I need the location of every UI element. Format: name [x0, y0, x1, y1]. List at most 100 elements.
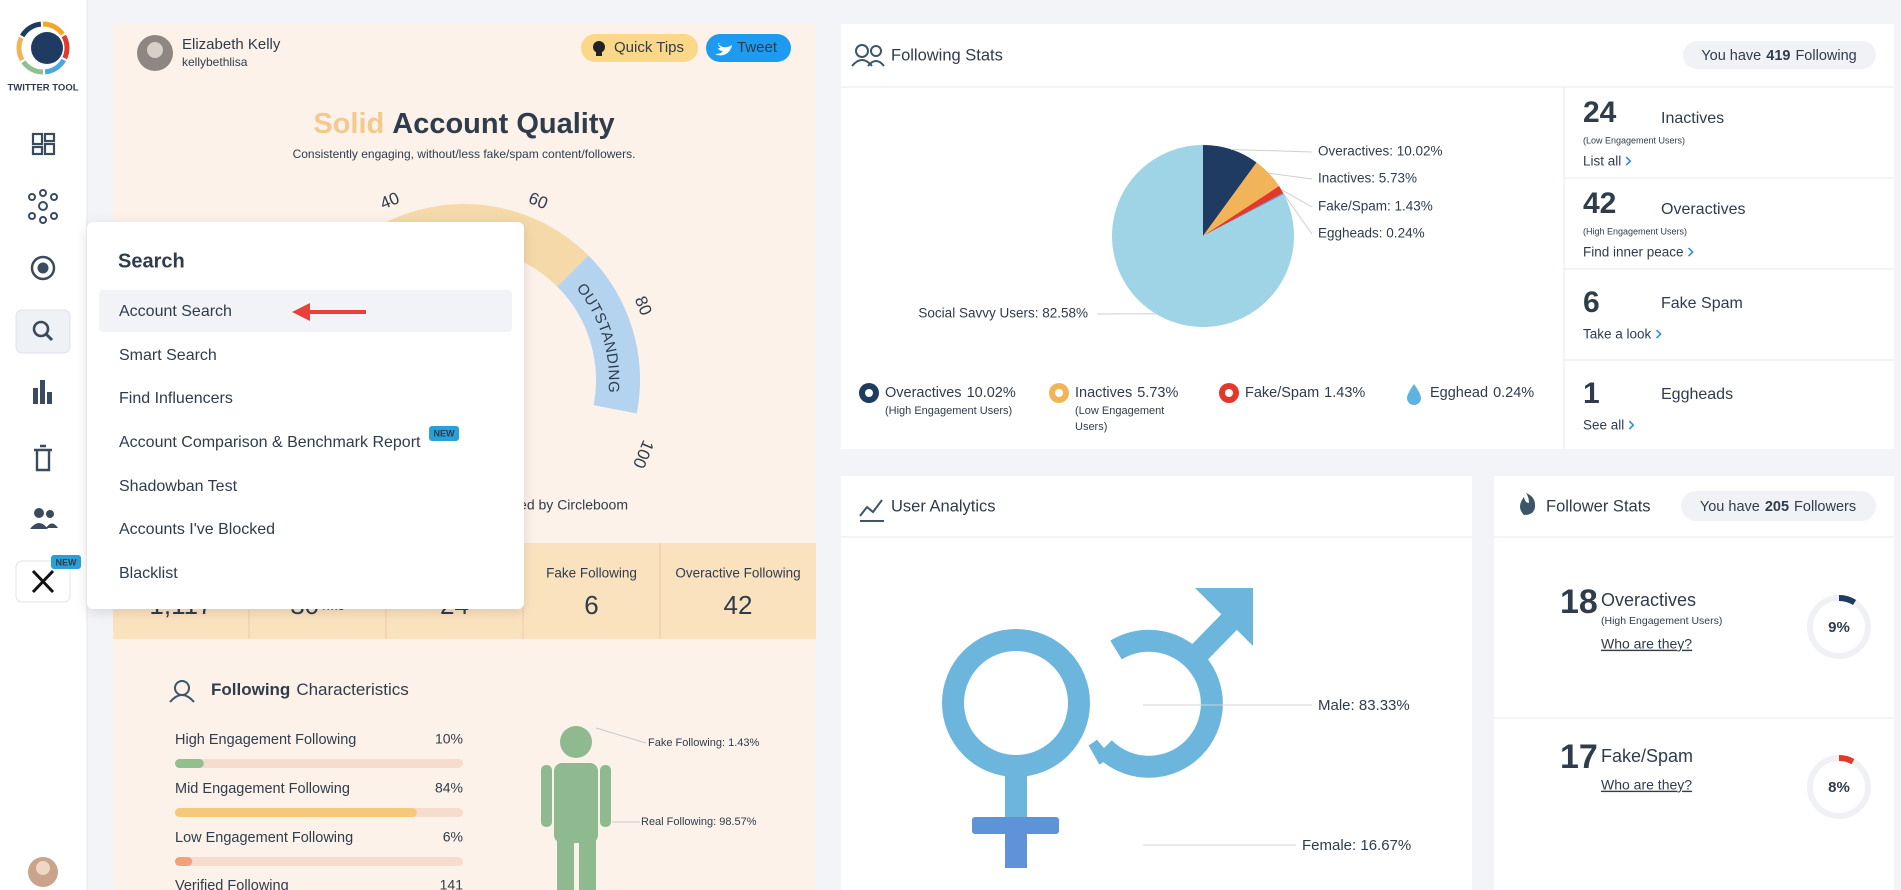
- following-pill: [1683, 41, 1876, 69]
- bulb-base: [596, 52, 602, 56]
- characteristic-bar: [175, 759, 204, 768]
- legend-icon-face: [865, 389, 873, 397]
- legend-note-line: Users): [1075, 421, 1107, 433]
- icon-network: [50, 193, 58, 201]
- characteristic-label: Verified Following: [175, 878, 289, 890]
- icon-users: [46, 510, 54, 518]
- menu-item[interactable]: Account Comparison & Benchmark Report: [119, 434, 421, 451]
- icon-trash: [34, 444, 52, 472]
- pill-count: 205: [1765, 499, 1789, 515]
- icon-analytics: [47, 392, 52, 404]
- menu-new-badge-text: NEW: [434, 428, 456, 438]
- stat-note: (High Engagement Users): [1583, 226, 1687, 236]
- pill-suffix: Following: [1795, 48, 1856, 64]
- icon-x: [31, 569, 55, 594]
- legend-entry: Fake/Spam 1.43%: [1245, 385, 1365, 401]
- icon-dashboard[interactable]: [43, 132, 56, 143]
- icon-search: [32, 320, 50, 338]
- male-label: Male: 83.33%: [1318, 697, 1410, 714]
- follower-label: Overactives: [1601, 590, 1696, 610]
- legend-name: Overactives: [885, 385, 962, 401]
- pie-label: Inactives: 5.73%: [1318, 171, 1417, 186]
- following-stats-card: [841, 24, 1894, 449]
- legend-value: 5.73%: [1137, 385, 1178, 401]
- icon-dashboard[interactable]: [31, 132, 44, 146]
- legend-note-line: (Low Engagement: [1075, 405, 1164, 417]
- stat-link[interactable]: See all: [1583, 418, 1624, 433]
- pie-label: Social Savvy Users: 82.58%: [918, 306, 1088, 321]
- figure-arm: [600, 765, 611, 827]
- follower-note: (High Engagement Users): [1601, 615, 1722, 627]
- stat-label: Fake Spam: [1661, 295, 1743, 312]
- stat-link[interactable]: Take a look: [1583, 327, 1652, 342]
- stat-link[interactable]: List all: [1583, 154, 1621, 169]
- icon-network: [38, 201, 48, 211]
- char-icon-body: [169, 694, 195, 703]
- pie-slice: [1203, 145, 1257, 236]
- profile-handle: kellybethlisa: [182, 55, 248, 69]
- menu-item[interactable]: Find Influencers: [119, 390, 233, 407]
- donut-label: 8%: [1828, 779, 1850, 796]
- menu-item[interactable]: Shadowban Test: [119, 478, 238, 495]
- legend-name: Fake/Spam: [1245, 385, 1319, 401]
- following-stats-title: Following Stats: [891, 46, 1003, 64]
- profile-name: Elizabeth Kelly: [182, 36, 281, 53]
- male-ring: [1096, 629, 1223, 778]
- legend-value: 0.24%: [1493, 385, 1534, 401]
- new-badge-text: NEW: [56, 557, 78, 567]
- icon-network: [39, 189, 47, 197]
- summary-number: 6: [584, 590, 598, 620]
- icon-target: [30, 255, 56, 281]
- icon-dashboard[interactable]: [43, 142, 56, 156]
- characteristic-label: Low Engagement Following: [175, 830, 353, 846]
- icon-dashboard[interactable]: [31, 145, 44, 156]
- characteristic-bar: [175, 808, 417, 817]
- stat-label: Eggheads: [1661, 386, 1733, 403]
- characteristics-bold: Following: [211, 680, 290, 699]
- tweet-label[interactable]: Tweet: [737, 39, 778, 56]
- female-cross-stem: [1005, 834, 1027, 868]
- user-avatar-face: [36, 861, 50, 875]
- icon-search-handle: [44, 332, 54, 342]
- figure-leader: [595, 727, 647, 744]
- stat-label: Overactives: [1661, 201, 1745, 218]
- legend-entry: Overactives 10.02%: [885, 385, 1016, 401]
- pie-label: Eggheads: 0.24%: [1318, 226, 1425, 241]
- summary-value: 6: [584, 590, 598, 620]
- icon-network: [28, 193, 36, 201]
- pie-label: Overactives: 10.02%: [1318, 144, 1443, 159]
- stat-link[interactable]: Find inner peace: [1583, 245, 1684, 260]
- menu-item[interactable]: Account Search: [119, 303, 232, 320]
- summary-label: Fake Following: [546, 566, 637, 581]
- bulb-icon: [593, 41, 605, 53]
- icon-network: [28, 212, 36, 220]
- pie-leader: [1280, 189, 1313, 208]
- link-chevron: [1688, 247, 1694, 257]
- stat-note: (Low Engagement Users): [1583, 135, 1685, 145]
- menu-item[interactable]: Accounts I've Blocked: [119, 521, 275, 538]
- bird-icon: [715, 43, 732, 56]
- icon-analytics: [40, 380, 45, 404]
- follower-pill-text: You have 205 Followers: [1700, 499, 1856, 515]
- characteristics-title: Following Characteristics: [211, 680, 409, 699]
- icon-search-box[interactable]: [15, 309, 71, 354]
- menu-item[interactable]: Blacklist: [119, 565, 178, 582]
- tweet-button[interactable]: [706, 34, 791, 62]
- user-analytics-title: User Analytics: [891, 497, 996, 515]
- icon-users: [34, 508, 44, 518]
- menu-item[interactable]: Smart Search: [119, 347, 217, 364]
- quick-tips-label[interactable]: Quick Tips: [614, 39, 684, 56]
- follower-link[interactable]: Who are they?: [1601, 636, 1692, 652]
- stat-label: Inactives: [1661, 110, 1724, 127]
- legend-name: Inactives: [1075, 385, 1132, 401]
- pill-count: 419: [1766, 48, 1790, 64]
- legend-icon-face: [1225, 389, 1233, 397]
- pie-leader: [1283, 193, 1313, 235]
- figure-body: [554, 763, 598, 843]
- summary-value: 42: [724, 590, 753, 620]
- quality-accent: Solid: [313, 108, 384, 140]
- follower-link[interactable]: Who are they?: [1601, 777, 1692, 793]
- logo-core: [31, 32, 63, 64]
- quick-tips-button[interactable]: [581, 34, 698, 62]
